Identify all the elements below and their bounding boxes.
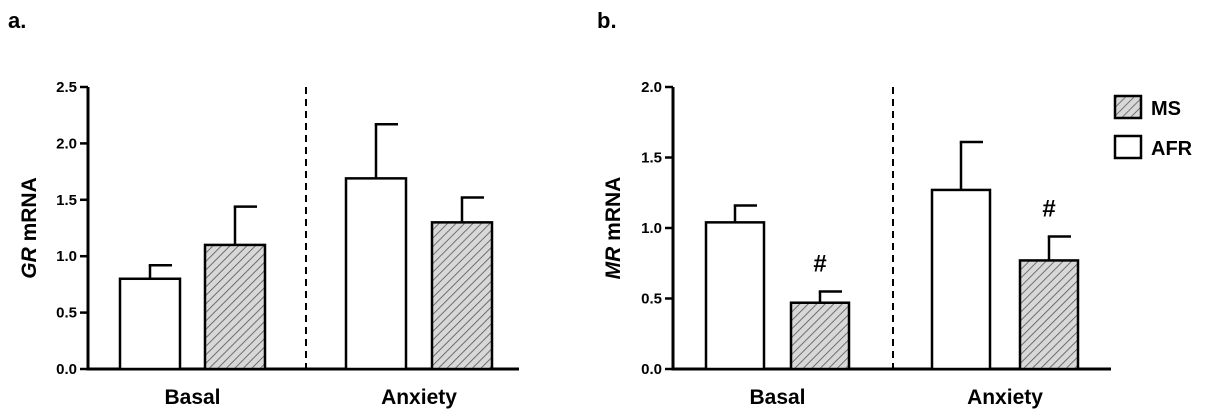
y-tick-label: 2.5 <box>56 79 77 96</box>
panel-label: b. <box>597 8 617 33</box>
panel-b-chart: b. MR mRNA 0.0 0.5 1.0 1.5 2.0 # # Basal Anxiety <box>597 8 1111 409</box>
y-tick-label: 0.5 <box>56 305 77 322</box>
bar-afr-basal <box>118 277 182 371</box>
legend-swatch-ms <box>1113 94 1143 120</box>
x-category-label: Anxiety <box>381 386 457 409</box>
bar-ms-basal <box>789 301 851 371</box>
y-tick-label: 1.5 <box>56 192 77 209</box>
significance-mark: # <box>813 250 826 277</box>
legend-label: MS <box>1151 98 1181 120</box>
panel-a-chart: a. GR mRNA 0.0 0.5 1.0 1.5 2.0 2.5 Basal Anxiety <box>8 8 519 409</box>
x-category-label: Basal <box>749 386 805 409</box>
x-category-label: Anxiety <box>967 386 1043 409</box>
significance-mark: # <box>1042 195 1055 222</box>
y-tick-label: 1.5 <box>641 150 662 167</box>
y-tick-label: 0.5 <box>641 291 662 308</box>
y-axis-label: GR mRNA <box>18 177 41 279</box>
bar-afr-anxiety <box>344 177 408 371</box>
bar-ms-basal <box>203 243 267 371</box>
y-tick-label: 2.0 <box>641 79 662 96</box>
y-tick-label: 2.0 <box>56 135 77 152</box>
y-axis-label-unit: mRNA <box>602 177 625 247</box>
y-axis-label-gene: GR <box>18 246 41 278</box>
y-axis-label-gene: MR <box>602 246 625 279</box>
bar-ms-anxiety <box>1018 259 1080 371</box>
bar-afr-anxiety <box>930 188 992 371</box>
x-category-label: Basal <box>164 386 220 409</box>
bar-ms-anxiety <box>430 221 494 371</box>
y-tick-label: 1.0 <box>641 220 662 237</box>
y-axis-label-unit: mRNA <box>18 177 41 247</box>
y-tick-label: 1.0 <box>56 248 77 265</box>
legend-swatch-afr <box>1113 134 1143 160</box>
y-tick-label: 0.0 <box>641 361 662 378</box>
legend: MS AFR <box>1113 94 1193 160</box>
bar-afr-basal <box>704 221 766 371</box>
y-tick-label: 0.0 <box>56 361 77 378</box>
legend-label: AFR <box>1151 138 1193 160</box>
y-axis-label: MR mRNA <box>602 177 625 280</box>
panel-label: a. <box>8 8 26 33</box>
